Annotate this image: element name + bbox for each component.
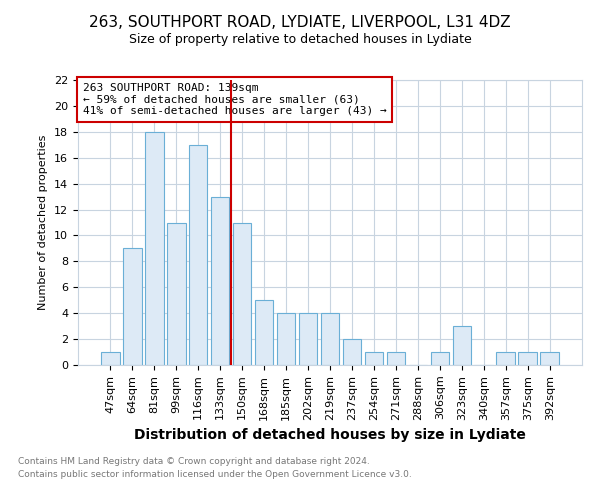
Bar [386,352,405,365]
Text: Contains HM Land Registry data © Crown copyright and database right 2024.: Contains HM Land Registry data © Crown c… [18,458,370,466]
Bar [255,300,274,365]
Y-axis label: Number of detached properties: Number of detached properties [38,135,49,310]
Text: 263, SOUTHPORT ROAD, LYDIATE, LIVERPOOL, L31 4DZ: 263, SOUTHPORT ROAD, LYDIATE, LIVERPOOL,… [89,15,511,30]
Bar [365,352,383,365]
Bar [431,352,449,365]
Text: 263 SOUTHPORT ROAD: 139sqm
← 59% of detached houses are smaller (63)
41% of semi: 263 SOUTHPORT ROAD: 139sqm ← 59% of deta… [83,83,387,116]
Bar [167,222,185,365]
Bar [343,339,361,365]
Bar [145,132,164,365]
Bar [101,352,119,365]
Bar [123,248,142,365]
Text: Size of property relative to detached houses in Lydiate: Size of property relative to detached ho… [128,32,472,46]
Bar [189,145,208,365]
Bar [277,313,295,365]
Bar [452,326,471,365]
Bar [320,313,340,365]
Bar [496,352,515,365]
Text: Contains public sector information licensed under the Open Government Licence v3: Contains public sector information licen… [18,470,412,479]
X-axis label: Distribution of detached houses by size in Lydiate: Distribution of detached houses by size … [134,428,526,442]
Bar [233,222,251,365]
Bar [211,196,229,365]
Bar [299,313,317,365]
Bar [541,352,559,365]
Bar [518,352,537,365]
